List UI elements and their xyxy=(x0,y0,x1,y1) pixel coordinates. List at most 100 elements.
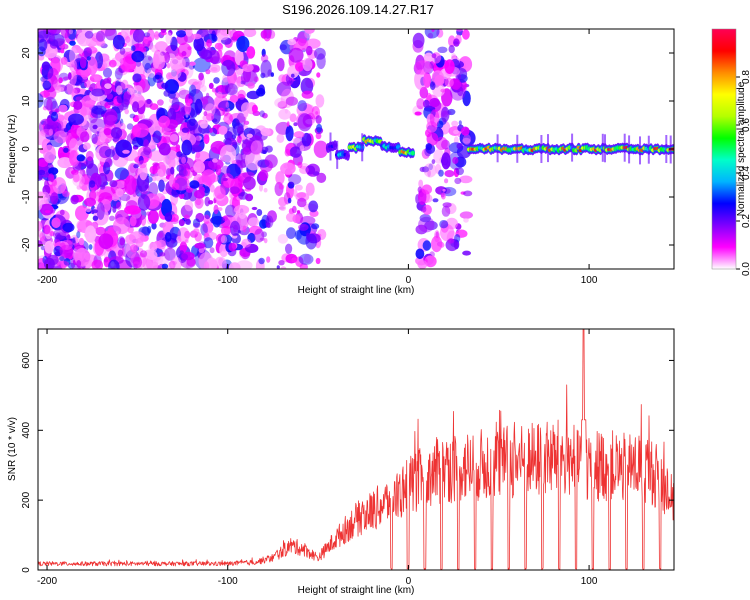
spectrogram-cell xyxy=(132,123,150,138)
spectrogram-cell xyxy=(424,194,433,203)
spectrogram-cell xyxy=(69,40,76,46)
spectrogram-cell xyxy=(85,207,92,213)
spectrogram-cell xyxy=(154,31,160,40)
spectrogram-cell xyxy=(170,256,182,269)
spectrogram-cell xyxy=(297,100,308,112)
spectrogram-cell xyxy=(92,215,99,221)
spectrogram-cell xyxy=(150,261,160,269)
spectrogram-cell xyxy=(84,197,96,207)
spectrogram-cell xyxy=(441,205,451,217)
spectrogram-cell xyxy=(148,242,158,253)
spectrogram-cell xyxy=(143,146,152,156)
spectrogram-cell xyxy=(416,98,425,110)
spectrogram-cell xyxy=(76,260,82,268)
spectrogram-cell xyxy=(178,42,192,59)
spectrogram-cell xyxy=(205,92,210,99)
spectrogram-cell xyxy=(43,144,56,164)
colorbar-ticks: 0.0 0.2 0.4 0.6 0.8 xyxy=(736,70,750,276)
spectrogram-cell xyxy=(84,79,91,88)
spectrogram-cell xyxy=(160,51,166,56)
spectrogram-cell xyxy=(287,197,292,204)
spectrogram-cell xyxy=(176,30,187,38)
spectrogram-cell xyxy=(444,170,455,178)
spectrogram-cell xyxy=(59,242,66,251)
spectrogram-cell xyxy=(185,218,191,225)
spectrogram-cell xyxy=(294,230,302,240)
spectrogram-cell xyxy=(58,77,63,84)
spectrogram-cell xyxy=(38,198,43,211)
spectrogram-cell xyxy=(53,122,57,128)
spectrogram-cell xyxy=(109,180,118,188)
spectrogram-cell xyxy=(177,227,190,244)
spectrogram-cell xyxy=(116,201,122,210)
spectrogram-cell xyxy=(158,232,164,238)
spectrogram-cell xyxy=(444,77,454,88)
spectrogram-cell xyxy=(284,109,288,114)
spectrogram-cell xyxy=(171,187,180,198)
spectrogram-cell xyxy=(179,87,186,96)
spectrogram-cell xyxy=(76,231,81,239)
spectrogram-cell xyxy=(96,202,105,220)
spectrogram-cell xyxy=(260,30,268,39)
spectrogram-cell xyxy=(43,257,55,269)
spectrogram-cell xyxy=(62,222,75,233)
spectrogram-cell xyxy=(146,250,158,261)
x-tick-label: 100 xyxy=(581,576,598,587)
spectrogram-cell xyxy=(93,75,100,81)
spectrogram-cell xyxy=(442,188,446,192)
spectrogram-cell xyxy=(229,220,241,237)
spectrogram-cell xyxy=(169,134,179,142)
spectrogram-tone-cell xyxy=(332,143,338,147)
spectrogram-cell xyxy=(220,173,235,189)
snr-frame xyxy=(37,328,675,571)
spectrogram-cell xyxy=(292,189,298,197)
spectrogram-cell xyxy=(240,69,258,87)
spectrogram-cell xyxy=(48,167,59,175)
spectrogram-cell xyxy=(278,196,288,207)
spectrogram-cell xyxy=(431,159,436,165)
spectrogram-cell xyxy=(115,188,124,197)
spectrogram-cell xyxy=(88,180,96,188)
spectrogram-cell xyxy=(462,133,471,145)
y-tick-label: 20 xyxy=(21,47,32,59)
colorbar-title: Normalized spectral amplitude xyxy=(736,81,747,216)
spectrogram-smear xyxy=(496,134,499,163)
spectrogram-cell xyxy=(214,185,226,199)
spectrogram-cell xyxy=(265,145,273,153)
spectrogram-cell xyxy=(121,98,130,108)
spectrogram-cell xyxy=(265,222,271,228)
y-tick-label: 0 xyxy=(21,567,32,573)
spectrogram-cell xyxy=(206,39,213,47)
spectrogram-cell xyxy=(144,62,152,74)
spectrogram-cell xyxy=(293,131,305,139)
spectrogram-cell xyxy=(425,143,432,151)
spectrogram-cell xyxy=(131,50,145,63)
spectrogram-cell xyxy=(231,134,236,140)
spectrogram-cell xyxy=(299,263,308,269)
spectrogram-cell xyxy=(313,140,329,158)
spectrogram-cell xyxy=(297,197,307,208)
spectrogram-cell xyxy=(236,126,244,135)
spectrogram-cell xyxy=(236,36,250,52)
spectrogram-cell xyxy=(303,254,311,264)
spectrogram-cell xyxy=(151,222,157,230)
spectrogram-cell xyxy=(46,98,53,112)
spectrogram-cell xyxy=(217,29,230,41)
spectrogram-cell xyxy=(104,83,112,89)
spectrogram-cell xyxy=(143,139,149,148)
spectrogram-cell xyxy=(288,47,304,63)
spectrogram-cell xyxy=(204,103,216,117)
spectrogram-cell xyxy=(194,196,204,209)
spectrogram-smear xyxy=(571,133,574,162)
spectrogram-cell xyxy=(225,204,237,218)
colorbar-gradient xyxy=(712,29,736,269)
spectrogram-cell xyxy=(435,136,448,150)
spectrogram-cell xyxy=(60,56,68,65)
spectrogram-cell xyxy=(154,41,168,52)
spectrogram-cell xyxy=(87,56,98,76)
spectrogram-cell xyxy=(146,67,158,79)
spectrogram-cell xyxy=(114,67,123,80)
spectrogram-cell xyxy=(164,51,171,64)
spectrogram-cell xyxy=(49,231,55,237)
